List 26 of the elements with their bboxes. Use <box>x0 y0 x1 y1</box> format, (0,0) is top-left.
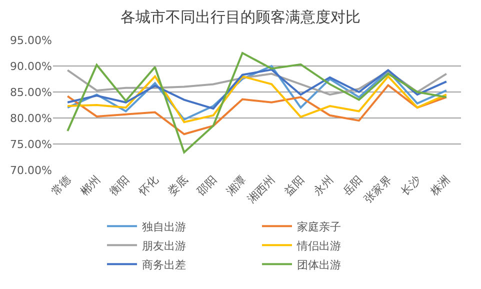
y-tick-label: 85.00% <box>10 86 52 99</box>
legend-label: 情侣出游 <box>296 239 341 252</box>
x-tick-label: 永州 <box>311 173 336 198</box>
x-tick-label: 郴州 <box>78 173 103 198</box>
y-tick-label: 80.00% <box>10 112 52 125</box>
line-series <box>66 52 448 154</box>
line-series <box>66 68 448 110</box>
y-tick-label: 95.00% <box>10 34 52 47</box>
x-tick-label: 怀化 <box>136 173 162 199</box>
y-tick-label: 90.00% <box>10 60 52 73</box>
line-series <box>66 75 448 124</box>
legend-label: 商务出差 <box>142 258 186 272</box>
legend-label: 团体出游 <box>297 258 341 272</box>
x-tick-label: 衡阳 <box>107 173 132 198</box>
y-tick-label: 75.00% <box>10 138 52 151</box>
x-tick-label: 娄底 <box>165 173 190 198</box>
line-series <box>66 65 448 121</box>
x-tick-label: 长沙 <box>398 173 424 198</box>
x-tick-label: 益阳 <box>282 173 307 198</box>
legend-label: 独自出游 <box>142 220 186 234</box>
x-tick-label: 株洲 <box>426 173 452 199</box>
x-tick-label: 邵阳 <box>194 173 220 198</box>
legend-label: 家庭亲子 <box>297 220 341 234</box>
line-series <box>66 84 448 136</box>
chart-title: 各城市不同出行目的顾客满意度对比 <box>120 8 360 26</box>
legend-label: 朋友出游 <box>142 239 186 252</box>
